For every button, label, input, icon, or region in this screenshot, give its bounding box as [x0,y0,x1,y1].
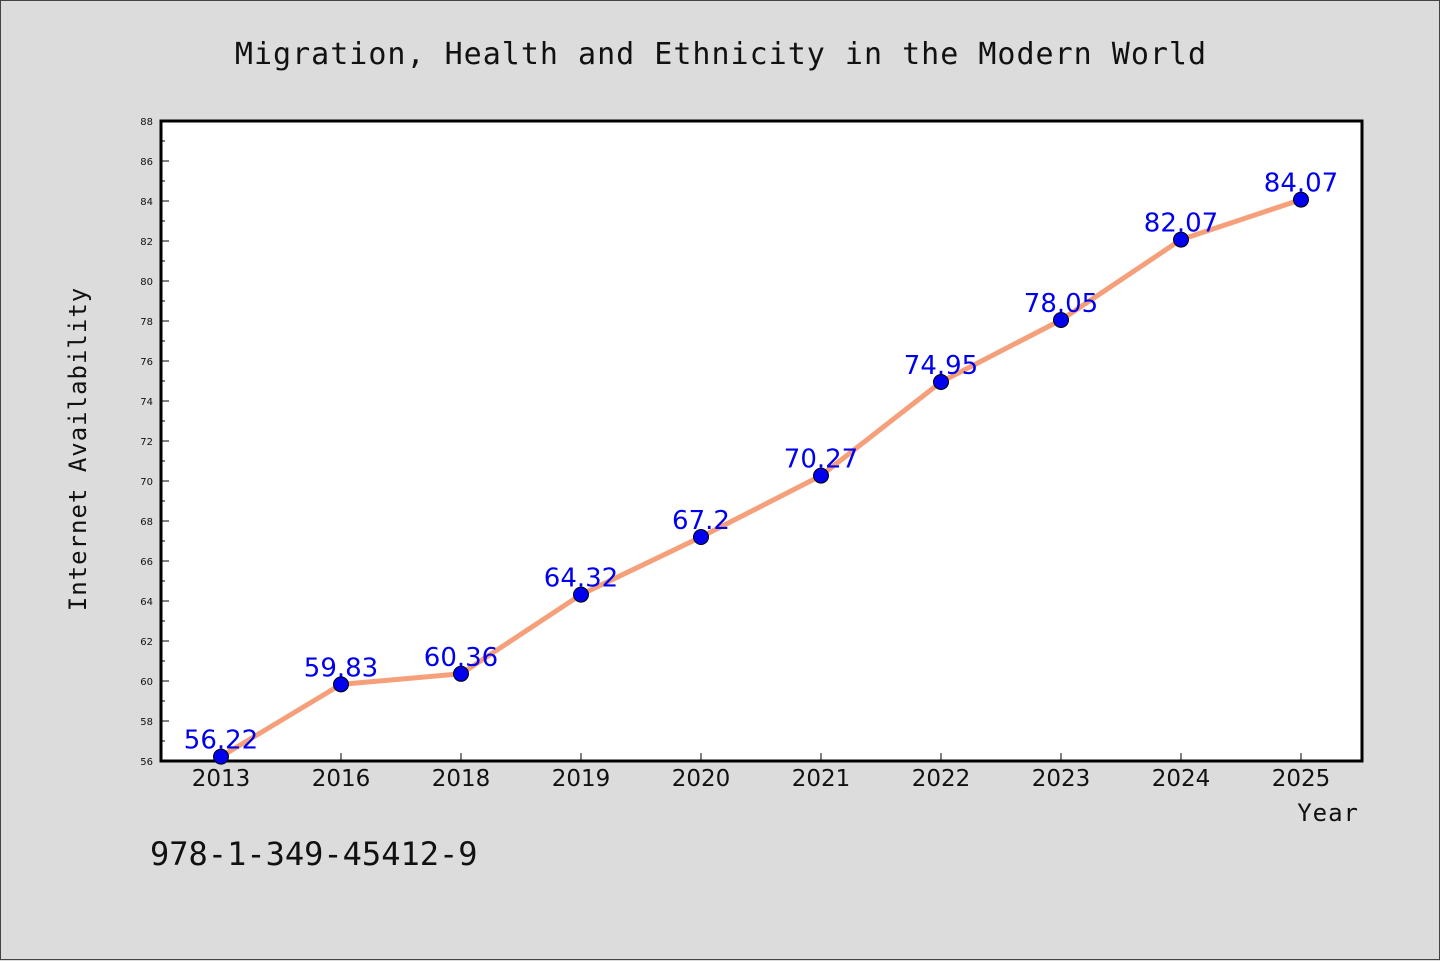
chart-title: Migration, Health and Ethnicity in the M… [235,37,1207,72]
data-point [213,748,229,765]
data-point [693,529,709,545]
series-line-group [213,191,1309,765]
data-labels: 56.22 59.83 60.36 64.32 67.2 70.27 74.95 78.05 8… [184,169,1338,756]
x-tick-label: 2023 [1032,766,1091,792]
y-tick-label: 74 [140,397,153,408]
y-tick-label: 68 [140,517,153,528]
y-axis: 56 58 60 62 64 66 68 70 72 74 76 78 80 82 84 86 88 [140,117,169,768]
data-label: 70.27 [784,445,858,475]
y-tick-label: 80 [140,277,153,288]
x-tick-label: 2013 [192,766,251,792]
y-tick-label: 62 [140,637,153,648]
x-tick-label: 2024 [1152,766,1211,792]
x-axis: 2013 2016 2018 2019 2020 2021 2022 2023 2024 2025 [192,753,1331,792]
x-tick-label: 2022 [912,766,971,792]
data-label: 59.83 [304,653,378,683]
data-point [333,676,349,693]
y-tick-label: 66 [140,557,153,568]
data-label: 64.32 [544,564,618,594]
y-axis-label: Internet Availability [64,287,92,611]
x-axis-label: Year [1297,799,1359,827]
y-tick-label: 78 [140,317,153,328]
data-point [1173,231,1189,248]
y-tick-label: 76 [140,357,153,368]
y-tick-label: 82 [140,237,153,248]
data-point [813,467,829,484]
y-tick-label: 64 [140,597,153,608]
x-tick-label: 2021 [792,766,851,792]
y-tick-label: 70 [140,477,153,488]
x-tick-label: 2018 [432,766,491,792]
y-tick-label: 56 [140,757,153,768]
y-tick-label: 86 [140,157,153,168]
data-label: 82.07 [1144,209,1218,239]
y-tick-label: 60 [140,677,153,688]
isbn-footnote: 978-1-349-45412-9 [150,835,478,873]
x-tick-label: 2025 [1272,766,1331,792]
y-tick-label: 84 [140,197,153,208]
series-line [218,197,1304,760]
x-tick-label: 2019 [552,766,611,792]
data-label: 74.95 [904,351,978,381]
data-point [1053,312,1069,328]
data-label: 60.36 [424,643,498,673]
x-tick-label: 2020 [672,766,731,792]
y-tick-label: 72 [140,437,153,448]
data-label: 56.22 [184,726,258,756]
data-point [453,665,469,682]
y-tick-label: 58 [140,717,153,728]
plot-area [159,119,1364,763]
y-tick-label: 88 [140,117,153,128]
data-point [573,586,589,603]
data-point [1293,191,1309,208]
data-label: 67.2 [672,506,730,536]
data-label: 84.07 [1264,169,1338,199]
x-tick-label: 2016 [312,766,371,792]
data-point [933,374,949,390]
data-label: 78.05 [1024,289,1098,319]
